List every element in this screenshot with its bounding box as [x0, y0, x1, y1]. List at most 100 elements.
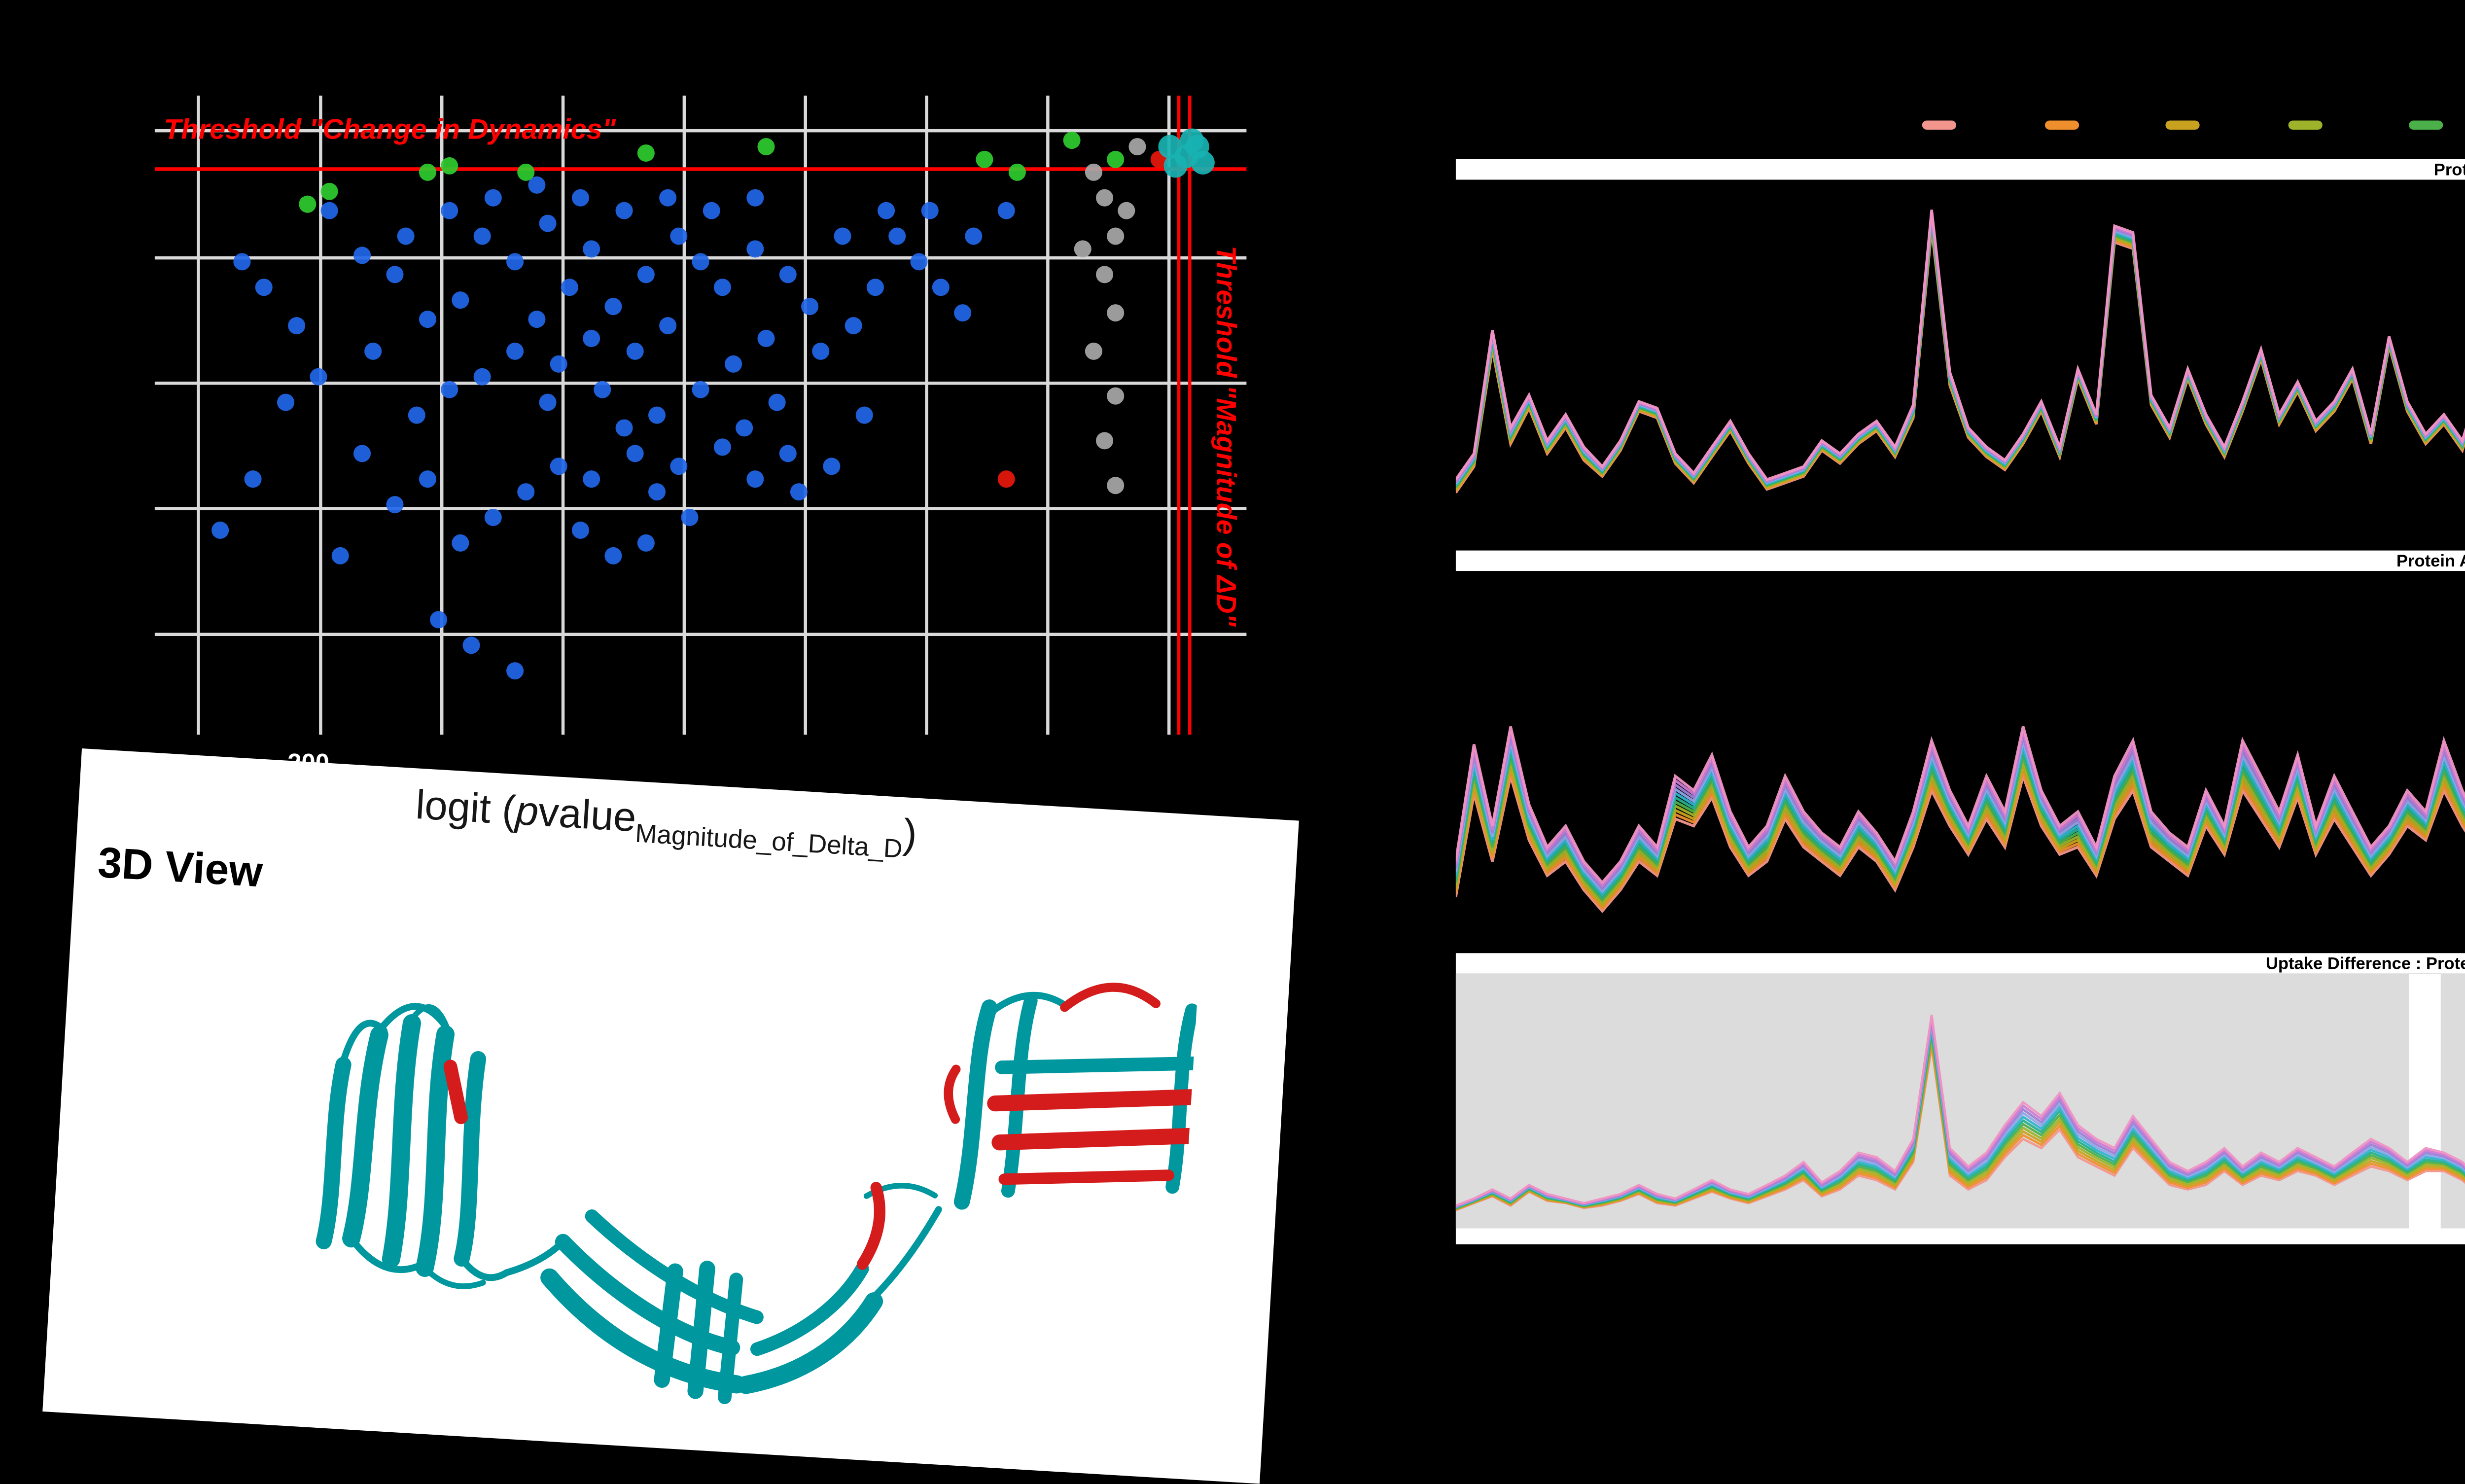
volcano-point-blue[interactable] [528, 176, 546, 194]
volcano-point-blue[interactable] [703, 202, 720, 219]
volcano-point-blue[interactable] [353, 445, 371, 462]
volcano-point-blue[interactable] [452, 291, 469, 309]
uptake-difference-chart[interactable] [1455, 973, 2465, 1244]
volcano-point-blue[interactable] [441, 381, 458, 398]
volcano-point-teal[interactable] [1191, 150, 1215, 175]
volcano-point-blue[interactable] [615, 419, 633, 437]
volcano-point-gray[interactable] [1085, 342, 1102, 360]
volcano-point-gray[interactable] [1128, 138, 1146, 156]
protein-a-ligand-chart[interactable] [1455, 571, 2465, 951]
volcano-point-blue[interactable] [561, 279, 578, 296]
volcano-point-blue[interactable] [397, 227, 415, 245]
volcano-point-blue[interactable] [692, 381, 709, 398]
volcano-point-gray[interactable] [1085, 163, 1102, 181]
volcano-point-green[interactable] [299, 195, 317, 213]
legend-swatch[interactable] [2165, 120, 2200, 131]
volcano-point-blue[interactable] [244, 470, 262, 488]
volcano-point-green[interactable] [517, 163, 535, 181]
volcano-point-blue[interactable] [473, 227, 491, 245]
volcano-point-green[interactable] [1008, 163, 1026, 181]
volcano-point-gray[interactable] [1074, 240, 1092, 258]
volcano-point-gray[interactable] [1095, 432, 1114, 450]
volcano-point-green[interactable] [320, 182, 338, 200]
volcano-point-blue[interactable] [320, 202, 338, 219]
volcano-point-blue[interactable] [713, 438, 731, 456]
volcano-point-blue[interactable] [211, 521, 229, 539]
volcano-point-blue[interactable] [790, 483, 808, 501]
volcano-point-blue[interactable] [932, 279, 950, 296]
legend-swatch[interactable] [2287, 120, 2322, 131]
volcano-point-blue[interactable] [430, 611, 448, 629]
volcano-point-green[interactable] [1107, 150, 1125, 168]
volcano-point-blue[interactable] [506, 662, 524, 680]
volcano-point-blue[interactable] [823, 458, 841, 475]
uptake-difference-plot-svg[interactable] [1455, 974, 2465, 1229]
volcano-point-blue[interactable] [845, 317, 862, 335]
volcano-point-blue[interactable] [408, 406, 425, 424]
volcano-point-blue[interactable] [878, 202, 895, 219]
protein-ribbon[interactable] [170, 883, 1201, 1476]
protein-a-plot-svg[interactable] [1455, 180, 2465, 530]
volcano-point-gray[interactable] [1107, 387, 1125, 405]
protein-a-chart[interactable] [1455, 180, 2465, 530]
volcano-point-blue[interactable] [528, 311, 546, 328]
volcano-plot-svg[interactable] [154, 95, 1247, 735]
volcano-point-blue[interactable] [364, 342, 382, 360]
volcano-point-blue[interactable] [583, 470, 600, 488]
volcano-point-blue[interactable] [419, 470, 436, 488]
volcano-point-blue[interactable] [517, 483, 535, 501]
volcano-point-blue[interactable] [583, 329, 600, 347]
volcano-point-blue[interactable] [539, 393, 557, 411]
protein-a-ligand-plot-svg[interactable] [1455, 571, 2465, 951]
volcano-point-blue[interactable] [659, 317, 677, 335]
volcano-point-blue[interactable] [746, 189, 764, 207]
volcano-point-blue[interactable] [571, 189, 590, 207]
volcano-point-red[interactable] [997, 470, 1015, 488]
volcano-point-blue[interactable] [648, 406, 666, 424]
volcano-point-blue[interactable] [331, 547, 349, 565]
volcano-point-blue[interactable] [626, 342, 644, 360]
volcano-point-blue[interactable] [419, 311, 436, 328]
volcano-point-blue[interactable] [353, 247, 371, 264]
volcano-point-green[interactable] [1063, 132, 1081, 149]
volcano-point-blue[interactable] [473, 368, 491, 386]
volcano-point-blue[interactable] [310, 368, 327, 386]
volcano-point-gray[interactable] [1107, 304, 1125, 322]
volcano-point-teal[interactable] [1180, 128, 1204, 152]
volcano-point-blue[interactable] [910, 253, 928, 271]
volcano-point-blue[interactable] [779, 445, 797, 462]
volcano-point-blue[interactable] [681, 508, 699, 527]
legend-swatch[interactable] [1922, 120, 1956, 131]
legend-swatch[interactable] [2043, 120, 2078, 131]
volcano-point-blue[interactable] [386, 266, 404, 283]
volcano-point-gray[interactable] [1107, 477, 1125, 495]
volcano-point-gray[interactable] [1095, 189, 1114, 207]
volcano-point-blue[interactable] [921, 202, 939, 219]
volcano-point-blue[interactable] [452, 534, 469, 552]
volcano-point-blue[interactable] [441, 202, 458, 219]
volcano-point-blue[interactable] [484, 508, 502, 527]
volcano-point-blue[interactable] [386, 496, 404, 514]
volcano-point-blue[interactable] [288, 317, 306, 335]
volcano-point-teal[interactable] [1163, 154, 1188, 178]
3d-viewer-panel[interactable]: logit (pvalueMagnitude_of_Delta_D) 3D Vi… [42, 748, 1299, 1484]
volcano-point-blue[interactable] [866, 279, 884, 296]
volcano-point-blue[interactable] [713, 279, 731, 296]
volcano-point-green[interactable] [441, 157, 458, 175]
volcano-point-blue[interactable] [583, 240, 600, 258]
volcano-point-blue[interactable] [484, 189, 502, 207]
volcano-point-green[interactable] [637, 144, 655, 162]
volcano-point-blue[interactable] [604, 298, 622, 316]
volcano-point-blue[interactable] [997, 202, 1015, 219]
volcano-point-gray[interactable] [1095, 266, 1114, 283]
volcano-point-blue[interactable] [855, 406, 873, 424]
volcano-point-blue[interactable] [594, 381, 611, 398]
volcano-point-green[interactable] [757, 138, 775, 156]
volcano-point-gray[interactable] [1118, 202, 1135, 219]
volcano-point-blue[interactable] [768, 393, 786, 411]
volcano-point-blue[interactable] [834, 227, 851, 245]
volcano-point-blue[interactable] [539, 214, 557, 232]
volcano-point-blue[interactable] [615, 202, 633, 219]
volcano-point-blue[interactable] [670, 458, 688, 475]
volcano-point-blue[interactable] [724, 355, 742, 373]
